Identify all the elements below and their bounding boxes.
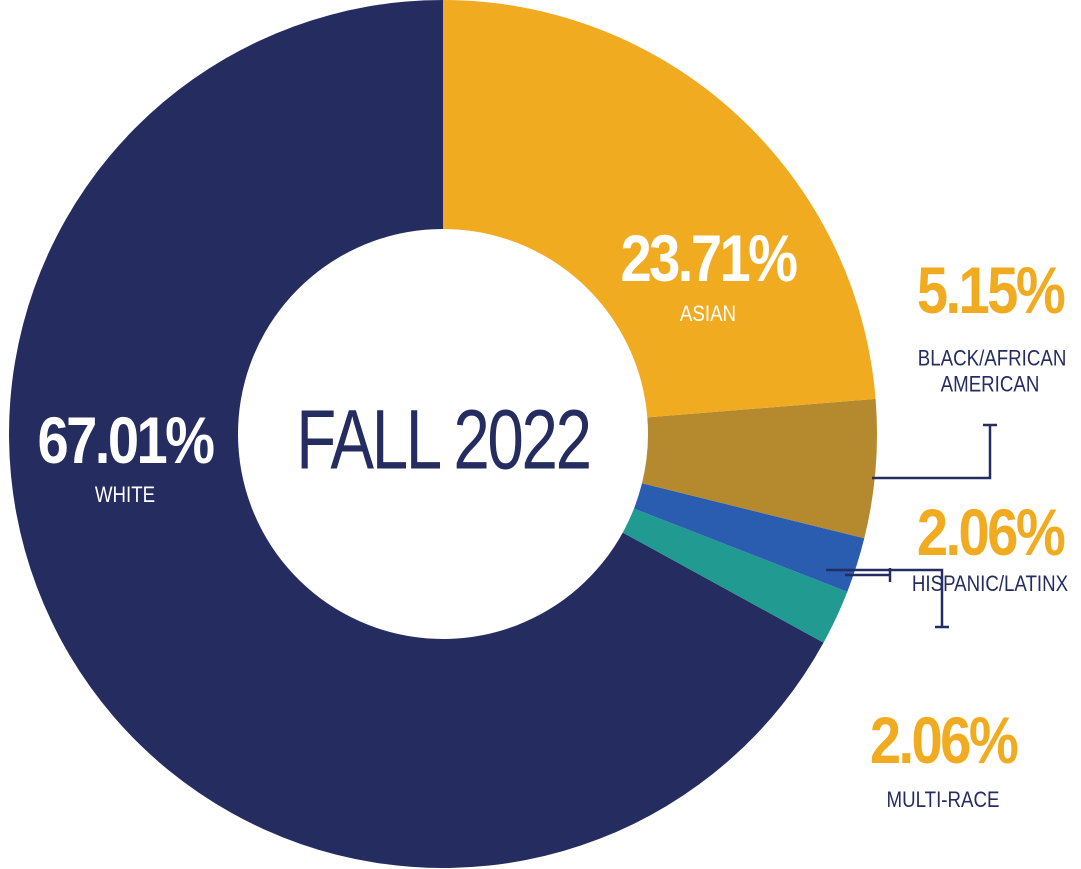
category-label: MULTI-RACE [877,787,1010,813]
value-label-text: 5.15% [916,253,1066,327]
category-label-text: WHITE [94,481,156,507]
value-label-text: 2.06% [869,703,1019,777]
category-label: BLACK/AFRICAN AMERICAN [905,346,1075,399]
value-label-text: 67.01% [37,403,216,477]
value-label: 67.01% [22,407,228,473]
value-label-text: 2.06% [916,495,1066,569]
value-label: 2.06% [857,707,1029,773]
value-label-text: 23.71% [620,221,799,295]
category-label-text: MULTI-RACE [886,786,1000,812]
value-label: 2.06% [904,499,1076,565]
donut-slice [641,398,877,539]
center-label: FALL 2022 [296,392,592,487]
leader-line [826,568,944,627]
category-label-text: ASIAN [679,300,737,326]
value-label: 23.71% [605,225,811,291]
category-label: HISPANIC/LATINX [898,571,1081,597]
donut-slice [622,508,848,643]
donut-slice [9,0,824,869]
value-label: 5.15% [904,257,1076,323]
donut-slice [443,0,876,418]
category-label-text: BLACK/AFRICAN AMERICAN [917,345,1067,397]
category-label: WHITE [90,482,161,508]
leader-line [872,425,992,480]
category-label: ASIAN [675,301,741,327]
leader-lines [826,423,997,629]
donut-slice [633,483,865,592]
category-label-text: HISPANIC/LATINX [911,570,1069,596]
